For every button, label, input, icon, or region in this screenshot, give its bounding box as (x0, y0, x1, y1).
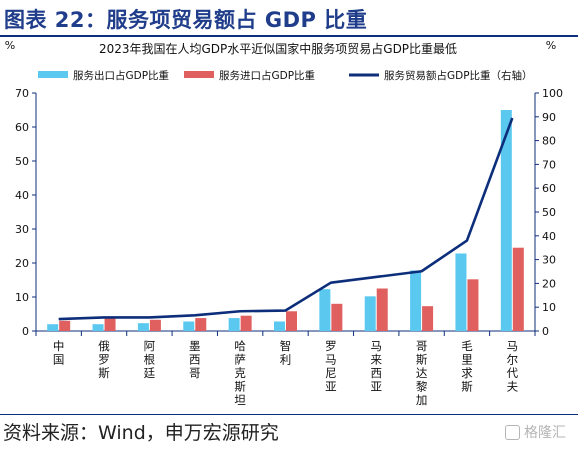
right-tick-label: 100 (542, 87, 563, 100)
bar-export (183, 321, 195, 331)
watermark-logo-icon (505, 424, 520, 440)
title-rule (0, 35, 578, 37)
x-tick-label: 马尔代夫 (507, 339, 519, 394)
bar-export (455, 253, 467, 331)
bar-import (331, 303, 343, 331)
left-tick-label: 10 (15, 291, 29, 304)
right-tick-label: 70 (542, 158, 556, 171)
bar-import (376, 288, 388, 331)
x-tick-label: 阿根廷 (144, 339, 156, 380)
bar-import (149, 319, 161, 331)
x-tick-label: 智利 (280, 339, 292, 367)
bar-export (410, 270, 422, 331)
watermark-text: 格隆汇 (524, 425, 566, 441)
right-tick-label: 90 (542, 111, 556, 124)
bar-import (104, 318, 116, 331)
bar-export (137, 323, 149, 331)
legend-label-total: 服务贸易额占GDP比重（右轴） (384, 69, 533, 82)
bar-import (286, 311, 297, 331)
right-tick-label: 20 (542, 277, 556, 290)
x-tick-label: 中国 (53, 339, 65, 367)
right-tick-label: 10 (542, 301, 556, 314)
right-tick-label: 80 (542, 135, 556, 148)
bar-export (92, 324, 104, 331)
legend-swatch-export (38, 71, 68, 78)
x-tick-label: 罗马尼亚 (325, 339, 337, 394)
x-tick-label: 毛里求斯 (461, 339, 473, 394)
left-tick-label: 60 (15, 121, 29, 134)
bar-export (319, 289, 331, 331)
bar-import (512, 247, 524, 331)
bar-export (274, 321, 285, 331)
bar-import (467, 279, 479, 331)
legend-label-import: 服务进口占GDP比重 (219, 69, 315, 82)
bar-export (364, 296, 376, 331)
right-axis-unit: % (546, 39, 556, 52)
right-tick-label: 40 (542, 230, 556, 243)
left-tick-label: 50 (15, 155, 29, 168)
right-tick-label: 30 (542, 254, 556, 267)
legend-label-export: 服务出口占GDP比重 (73, 69, 169, 82)
chart: 2023年我国在人均GDP水平近似国家中服务项贸易占GDP比重最低% % 服务出口占… (5, 39, 563, 407)
left-tick-label: 30 (15, 223, 29, 236)
x-tick-label: 马来西亚 (370, 339, 382, 394)
bar-export (228, 318, 240, 331)
x-tick-label: 哈萨克斯坦 (234, 339, 246, 407)
watermark: 格隆汇 (505, 422, 566, 442)
right-tick-label: 60 (542, 182, 556, 195)
source-note: 资料来源：Wind，申万宏源研究 (3, 422, 279, 444)
figure-title: 图表 22：服务项贸易额占 GDP 比重 (4, 8, 368, 32)
bar-import (195, 318, 207, 331)
left-tick-label: 20 (15, 257, 29, 270)
x-tick-label: 哥斯达黎加 (416, 339, 428, 407)
bar-import (59, 320, 71, 331)
left-tick-label: 40 (15, 189, 29, 202)
left-tick-label: 70 (15, 87, 29, 100)
chart-title: 2023年我国在人均GDP水平近似国家中服务项贸易占GDP比重最低 (99, 41, 457, 56)
left-tick-label: 0 (22, 325, 29, 338)
x-tick-label: 俄罗斯 (98, 339, 110, 380)
line-total-trade (58, 117, 514, 321)
bar-import (240, 315, 252, 331)
x-tick-label: 墨西哥 (189, 339, 201, 380)
bar-export (500, 110, 512, 331)
source-rule (0, 414, 578, 415)
left-axis-unit: % (5, 39, 15, 52)
legend-swatch-import (184, 71, 214, 78)
right-tick-label: 50 (542, 206, 556, 219)
bar-export (47, 324, 59, 331)
bar-import (422, 306, 434, 331)
right-tick-label: 0 (542, 325, 549, 338)
